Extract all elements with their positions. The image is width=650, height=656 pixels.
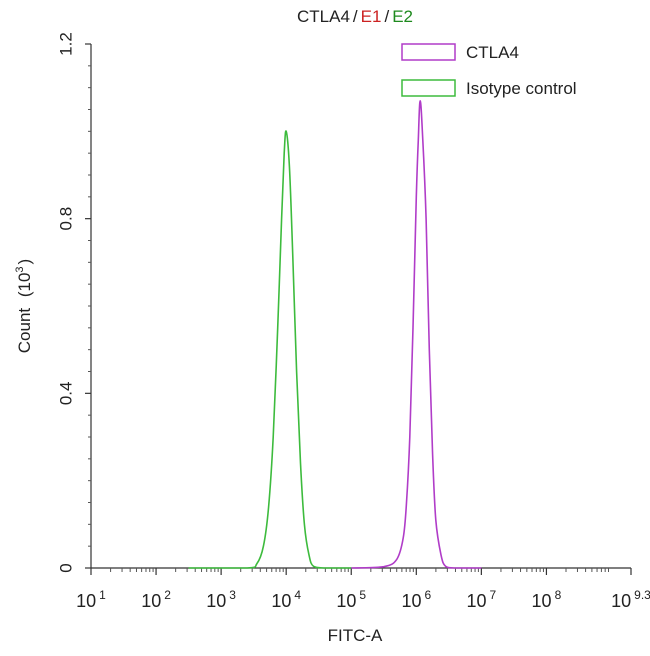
y-axis-label-main: Count: [15, 308, 34, 354]
x-tick-base: 10: [467, 591, 487, 611]
x-axis-label: FITC-A: [328, 626, 383, 645]
y-tick-label: 1.2: [56, 32, 75, 56]
x-tick-exponent: 9.3: [634, 588, 650, 602]
x-tick-base: 10: [336, 591, 356, 611]
x-tick-base: 10: [401, 591, 421, 611]
y-tick-label: 0.4: [56, 382, 75, 406]
legend: CTLA4 Isotype control: [401, 43, 577, 98]
x-tick-base: 10: [76, 591, 96, 611]
x-tick-label: 10 3: [206, 588, 236, 611]
x-tick-base: 10: [206, 591, 226, 611]
x-tick-label: 10 1: [76, 588, 106, 611]
x-tick-label: 10 6: [401, 588, 431, 611]
legend-label-ctla4: CTLA4: [466, 43, 519, 62]
x-tick-label: 10 2: [141, 588, 171, 611]
y-tick-label: 0: [56, 563, 75, 572]
x-ticks: 10 1 10 2 10 3 10 4 10 5 10 6 10 7 10 8 10 9.3: [76, 568, 650, 611]
x-tick-exponent: 1: [99, 588, 106, 602]
legend-label-isotype: Isotype control: [466, 79, 577, 98]
x-tick-exponent: 3: [229, 588, 236, 602]
title-part-e2: E2: [392, 7, 413, 26]
y-axis-label-unit-prefix: (10: [15, 273, 34, 298]
title-sep-1: /: [353, 7, 358, 26]
y-axis-label-unit-suffix: ): [15, 259, 34, 265]
x-tick-label: 10 9.3: [611, 588, 650, 611]
legend-swatch-isotype: [401, 79, 456, 97]
x-tick-exponent: 8: [555, 588, 562, 602]
series-lines: [188, 99, 482, 569]
title-part-e1: E1: [361, 7, 382, 26]
x-tick-label: 10 7: [467, 588, 497, 611]
title-sep-2: /: [384, 7, 389, 26]
x-tick-base: 10: [141, 591, 161, 611]
series-line-0: [351, 99, 482, 569]
legend-swatch-ctla4: [401, 43, 456, 61]
x-tick-base: 10: [611, 591, 631, 611]
y-ticks: 0 0.4 0.8 1.2: [56, 32, 91, 573]
x-tick-label: 10 5: [336, 588, 366, 611]
chart-title: CTLA4/E1/E2: [297, 7, 413, 26]
series-line-1: [188, 130, 352, 569]
y-tick-label: 0.8: [56, 207, 75, 231]
x-tick-exponent: 7: [490, 588, 497, 602]
x-tick-exponent: 2: [164, 588, 171, 602]
y-axis-label-unit-exp: 3: [14, 266, 26, 272]
x-tick-exponent: 6: [424, 588, 431, 602]
x-tick-exponent: 4: [294, 588, 301, 602]
y-axis-label: Count (103): [14, 259, 34, 353]
x-tick-label: 10 8: [532, 588, 562, 611]
x-tick-label: 10 4: [271, 588, 301, 611]
title-part-ctla4: CTLA4: [297, 7, 350, 26]
x-tick-base: 10: [271, 591, 291, 611]
x-tick-exponent: 5: [359, 588, 366, 602]
x-tick-base: 10: [532, 591, 552, 611]
